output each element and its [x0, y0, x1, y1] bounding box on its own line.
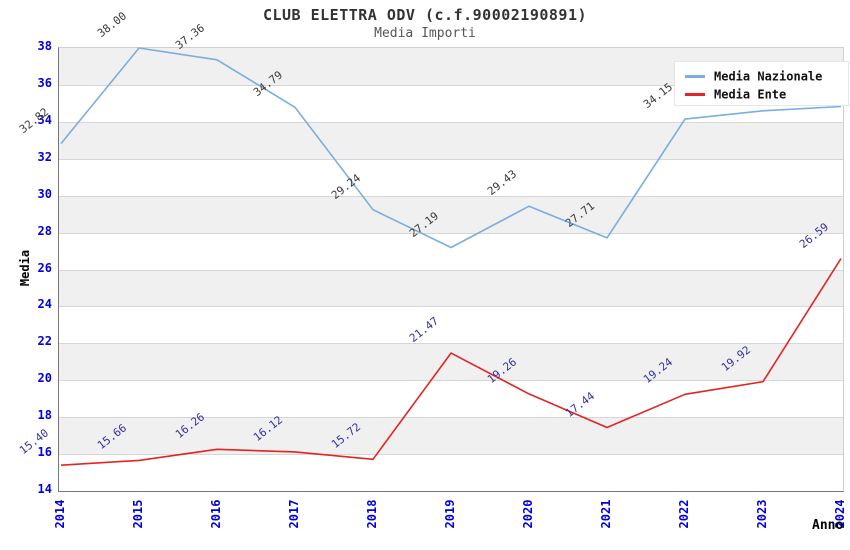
y-tick-label: 38	[37, 39, 52, 53]
gridline	[59, 417, 843, 419]
y-tick-label: 30	[37, 186, 52, 201]
series-line-0	[60, 47, 842, 249]
x-tick-label: 2020	[521, 499, 535, 529]
x-tick-label: 2017	[287, 499, 301, 529]
legend: Media Nazionale Media Ente	[674, 61, 849, 106]
line-swatch-red-icon	[685, 93, 705, 96]
y-tick-label: 20	[37, 371, 52, 386]
y-tick-label: 36	[37, 75, 52, 90]
x-axis-title: Anno	[812, 518, 844, 533]
gridline	[59, 454, 843, 456]
y-tick-label: 16	[37, 445, 52, 460]
y-tick-label: 22	[37, 334, 52, 349]
x-tick-label: 2019	[443, 499, 457, 529]
legend-item-nazionale: Media Nazionale	[675, 67, 848, 85]
gridline	[59, 232, 843, 234]
chart-subtitle: Media Importi	[374, 26, 476, 41]
line-swatch-blue-icon	[685, 75, 705, 78]
gridline	[59, 121, 843, 123]
y-tick-label: 14	[37, 482, 52, 496]
chart-title: CLUB ELETTRA ODV (c.f.90002190891)	[262, 6, 588, 24]
plot-band	[59, 158, 843, 196]
plot-band	[59, 306, 843, 344]
plot-area: 32.82 38.00 37.36 34.79 29.24 27.19 29.43 27.71…	[17, 9, 844, 492]
legend-item-ente: Media Ente	[675, 85, 848, 103]
legend-label: Media Ente	[714, 87, 787, 102]
y-tick-label: 24	[37, 297, 52, 312]
gridline	[59, 158, 843, 160]
plot-band	[59, 417, 843, 455]
x-tick-label: 2015	[131, 499, 145, 529]
y-tick-label: 34	[37, 112, 52, 127]
gridline	[59, 343, 843, 345]
plot-band	[59, 195, 843, 233]
x-tick-label: 2022	[677, 499, 691, 529]
plot-band	[59, 121, 843, 159]
x-tick-label: 2018	[365, 499, 379, 529]
y-tick-label: 18	[37, 408, 52, 423]
series-line-1	[60, 258, 842, 466]
gridline	[59, 195, 843, 197]
plot-band	[59, 343, 843, 381]
plot-band	[59, 380, 843, 418]
x-tick-label: 2021	[599, 499, 613, 529]
series-lines	[60, 47, 842, 466]
legend-label: Media Nazionale	[714, 69, 823, 84]
gridline	[59, 306, 843, 308]
x-tick-label: 2014	[53, 499, 67, 529]
plot-band	[59, 232, 843, 270]
gridline	[59, 84, 843, 86]
x-tick-label: 2016	[209, 499, 223, 529]
gridline	[59, 269, 843, 271]
y-tick-label: 32	[37, 149, 52, 164]
y-tick-label: 28	[37, 223, 52, 238]
plot-band	[59, 454, 843, 491]
plot-band	[59, 269, 843, 307]
x-tick-label: 2023	[755, 499, 769, 529]
gridline	[59, 380, 843, 382]
y-tick-label: 26	[37, 260, 52, 275]
